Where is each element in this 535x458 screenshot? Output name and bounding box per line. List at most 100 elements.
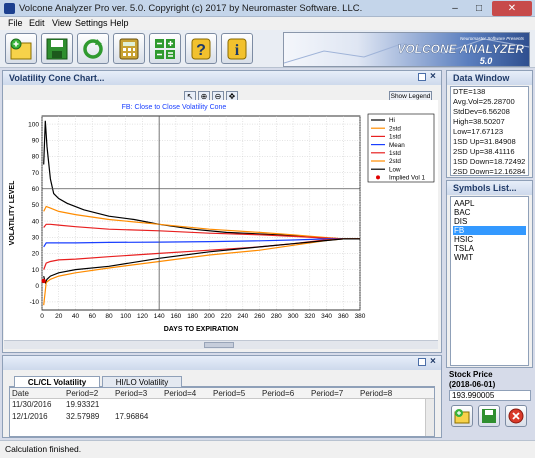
table-row[interactable]: 12/1/2016 32.57989 17.96864: [10, 412, 434, 422]
cell: 19.93321: [66, 400, 100, 409]
legend-label: 2std: [389, 125, 401, 132]
scroll-thumb[interactable]: [204, 342, 234, 348]
tab-strip: CL/CL Volatility HI/LO Volatility: [9, 374, 435, 387]
maximize-button[interactable]: □: [475, 3, 483, 14]
y-tick-label: 100: [28, 121, 39, 128]
dw-low: Low=17.67123: [453, 127, 504, 136]
col-header[interactable]: Period=6: [262, 389, 295, 398]
help-button[interactable]: ?: [185, 33, 217, 64]
menu-settings[interactable]: Settings: [75, 18, 108, 28]
data-window-header: Data Window: [447, 71, 532, 85]
cell: 17.96864: [115, 412, 149, 421]
y-tick-label: 80: [32, 154, 40, 161]
col-header[interactable]: Period=8: [360, 389, 393, 398]
menu-help[interactable]: Help: [110, 18, 129, 28]
app-icon: [4, 3, 15, 14]
banner-version: 5.0: [480, 56, 493, 66]
menu-file[interactable]: File: [8, 18, 23, 28]
pin-icon[interactable]: [418, 358, 426, 366]
add-symbol-button[interactable]: [451, 405, 473, 427]
table-row[interactable]: 11/30/2016 19.93321: [10, 400, 434, 410]
col-header[interactable]: Period=4: [164, 389, 197, 398]
y-tick-label: 40: [32, 218, 40, 225]
chart-panel-header: Volatility Cone Chart... ×: [3, 71, 441, 85]
x-tick-label: 0: [40, 313, 44, 320]
x-tick-label: 200: [204, 313, 215, 320]
menu-view[interactable]: View: [52, 18, 72, 28]
data-window-panel: Data Window: [446, 70, 533, 178]
x-tick-label: 240: [237, 313, 248, 320]
col-header[interactable]: Date: [12, 389, 29, 398]
chart-scrollbar[interactable]: [4, 340, 438, 349]
cell: 11/30/2016: [12, 400, 52, 409]
panel-close-icon[interactable]: ×: [430, 71, 436, 82]
dw-high: High=38.50207: [453, 117, 505, 126]
data-window-title: Data Window: [453, 73, 510, 83]
panel-close-icon[interactable]: ×: [430, 356, 436, 367]
dw-2sd-down: 2SD Down=12.16284: [453, 167, 526, 176]
stock-price-label: Stock Price: [449, 370, 493, 379]
crosshair: [42, 116, 360, 310]
calculator-icon: [119, 38, 139, 59]
info-button[interactable]: i: [221, 33, 253, 64]
symbol-item[interactable]: TSLA: [454, 244, 475, 253]
symbols-panel: Symbols List... AAPL BAC DIS FB HSIC TSL…: [446, 180, 533, 368]
window-title-bar: Volcone Analyzer Pro ver. 5.0. Copyright…: [0, 0, 535, 17]
x-tick-label: 20: [55, 313, 63, 320]
y-tick-label: -10: [30, 299, 40, 306]
implied-vol-point: [41, 278, 46, 284]
x-tick-label: 220: [221, 313, 232, 320]
pin-icon[interactable]: [418, 73, 426, 81]
x-tick-label: 40: [72, 313, 80, 320]
save-button[interactable]: [41, 33, 73, 64]
table-scrollbar[interactable]: [425, 399, 434, 436]
col-header[interactable]: Period=7: [311, 389, 344, 398]
tab-hilo-volatility[interactable]: HI/LO Volatility: [102, 376, 182, 387]
x-tick-label: 80: [105, 313, 113, 320]
symbols-title: Symbols List...: [453, 183, 517, 193]
close-button[interactable]: ✕: [492, 1, 532, 16]
window-title: Volcone Analyzer Pro ver. 5.0. Copyright…: [19, 3, 363, 14]
symbol-item[interactable]: HSIC: [454, 235, 474, 244]
volatility-table: Date Period=2 Period=3 Period=4 Period=5…: [9, 387, 435, 437]
calculator-button[interactable]: [113, 33, 145, 64]
chart-panel-title: Volatility Cone Chart...: [9, 73, 105, 83]
x-tick-label: 360: [338, 313, 349, 320]
symbol-item-selected[interactable]: FB: [453, 226, 526, 235]
axis-ticks: 0 20 40 60 80 100 120 140 160 180 200 220 240 260 280 3…: [28, 121, 366, 320]
bottom-panel: × CL/CL Volatility HI/LO Volatility Date…: [2, 355, 442, 438]
dw-2sd-up: 2SD Up=38.41116: [453, 147, 515, 156]
bottom-panel-header: ×: [3, 356, 441, 370]
col-header[interactable]: Period=5: [213, 389, 246, 398]
symbols-listbox[interactable]: AAPL BAC DIS FB HSIC TSLA WMT: [450, 196, 529, 366]
symbol-item[interactable]: AAPL: [454, 199, 475, 208]
menu-bar: File Edit View Settings Help: [0, 17, 535, 30]
x-tick-label: 320: [304, 313, 315, 320]
save-icon: [482, 409, 496, 423]
toolbar: ? i Neuromaster Software Presents VOLCON…: [0, 30, 535, 68]
symbol-item[interactable]: BAC: [454, 208, 471, 217]
refresh-button[interactable]: [77, 33, 109, 64]
delete-symbol-button[interactable]: [505, 405, 527, 427]
x-tick-label: 300: [288, 313, 299, 320]
minimize-button[interactable]: –: [452, 3, 458, 14]
y-tick-label: 10: [32, 267, 40, 274]
x-tick-label: 180: [187, 313, 198, 320]
symbol-item[interactable]: WMT: [454, 253, 474, 262]
legend-marker: [376, 175, 380, 180]
chart-title: FB: Close to Close Volatility Cone: [122, 104, 227, 111]
legend-label: Mean: [389, 142, 405, 149]
x-tick-label: 380: [355, 313, 366, 320]
save-symbols-button[interactable]: [478, 405, 500, 427]
new-button[interactable]: [5, 33, 37, 64]
y-tick-label: 90: [32, 138, 40, 145]
delete-icon: [508, 408, 524, 424]
grid-calc-button[interactable]: [149, 33, 181, 64]
col-header[interactable]: Period=3: [115, 389, 148, 398]
symbol-item[interactable]: DIS: [454, 217, 468, 226]
tab-clcl-volatility[interactable]: CL/CL Volatility: [14, 376, 100, 387]
menu-edit[interactable]: Edit: [29, 18, 45, 28]
col-header[interactable]: Period=2: [66, 389, 99, 398]
dw-avg-vol: Avg.Vol=25.28700: [453, 97, 515, 106]
